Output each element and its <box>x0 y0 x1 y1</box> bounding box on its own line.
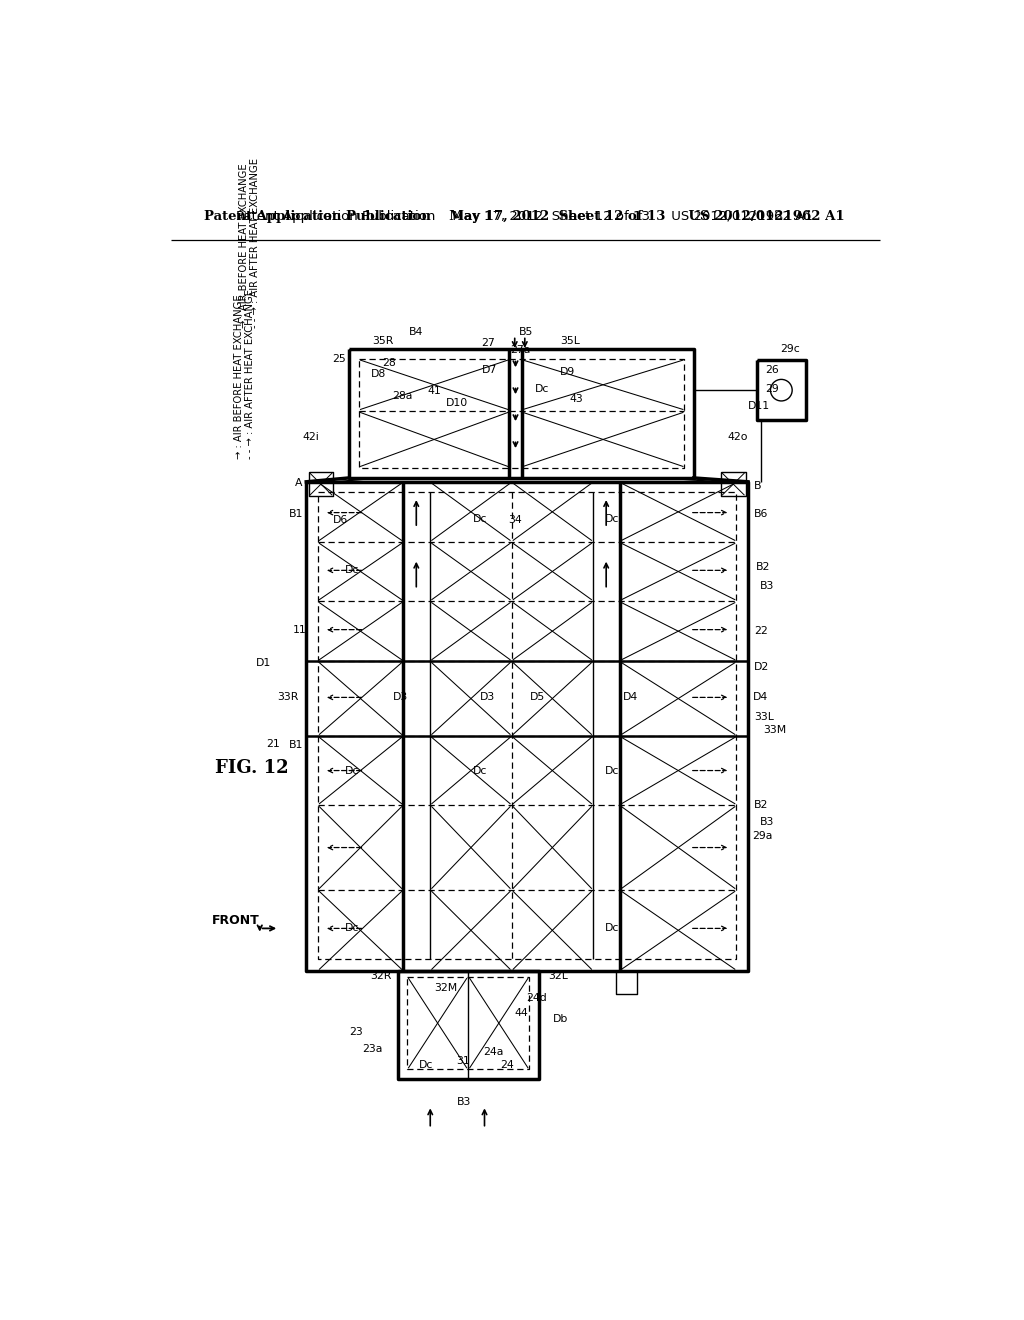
Text: 35R: 35R <box>372 335 393 346</box>
Text: D3: D3 <box>393 693 409 702</box>
Text: D4: D4 <box>623 693 638 702</box>
Text: D2: D2 <box>755 661 769 672</box>
Text: 29c: 29c <box>779 345 800 354</box>
Text: A: A <box>295 478 302 488</box>
Text: 28: 28 <box>382 358 396 368</box>
Text: D5: D5 <box>530 693 546 702</box>
Text: D4: D4 <box>753 693 768 702</box>
Text: Dc: Dc <box>535 384 549 395</box>
Text: 31: 31 <box>457 1056 470 1065</box>
Text: Dc: Dc <box>473 513 487 524</box>
Text: D6: D6 <box>334 515 348 525</box>
Text: 23: 23 <box>349 1027 362 1038</box>
Text: B1: B1 <box>289 741 303 750</box>
Text: D1: D1 <box>256 657 271 668</box>
Text: → : AIR BEFORE HEAT EXCHANGE: → : AIR BEFORE HEAT EXCHANGE <box>233 294 244 459</box>
Text: Dc: Dc <box>345 565 359 576</box>
Text: 24d: 24d <box>526 993 547 1003</box>
Text: D11: D11 <box>748 401 770 412</box>
Text: 32M: 32M <box>434 983 458 994</box>
Text: B6: B6 <box>755 510 769 519</box>
Text: - - → : AIR AFTER HEAT EXCHANGE: - - → : AIR AFTER HEAT EXCHANGE <box>250 158 260 327</box>
Text: B: B <box>755 480 762 491</box>
Text: B2: B2 <box>756 561 770 572</box>
Text: B3: B3 <box>760 817 774 828</box>
Text: D7: D7 <box>481 366 497 375</box>
Text: FIG. 12: FIG. 12 <box>215 759 289 777</box>
Text: 27a: 27a <box>510 345 530 355</box>
Text: 33M: 33M <box>764 725 786 735</box>
Text: D3: D3 <box>480 693 495 702</box>
Text: 34: 34 <box>508 515 521 525</box>
Text: Dc: Dc <box>604 924 618 933</box>
Text: → : AIR BEFORE HEAT EXCHANGE: → : AIR BEFORE HEAT EXCHANGE <box>240 164 249 327</box>
Text: Dc: Dc <box>345 924 359 933</box>
Text: D8: D8 <box>371 370 386 379</box>
Text: D10: D10 <box>445 399 468 408</box>
Text: 44: 44 <box>514 1008 527 1018</box>
Text: B5: B5 <box>519 326 534 337</box>
Text: 11: 11 <box>292 624 306 635</box>
Text: FRONT: FRONT <box>212 915 260 927</box>
Text: 41: 41 <box>427 385 441 396</box>
Text: Dc: Dc <box>419 1060 433 1071</box>
Text: Dc: Dc <box>604 766 618 776</box>
Text: 33R: 33R <box>276 693 298 702</box>
Text: 25: 25 <box>333 354 346 363</box>
Text: 22: 22 <box>755 626 768 636</box>
Text: B3: B3 <box>458 1097 472 1106</box>
Text: Patent Application Publication    May 17, 2012  Sheet 12 of 13     US 2012/01219: Patent Application Publication May 17, 2… <box>237 210 813 223</box>
Text: D9: D9 <box>560 367 574 378</box>
Text: 21: 21 <box>266 739 280 748</box>
Text: 23a: 23a <box>362 1044 382 1055</box>
Text: 29a: 29a <box>753 832 773 841</box>
Text: Patent Application Publication    May 17, 2012  Sheet 12 of 13     US 2012/01219: Patent Application Publication May 17, 2… <box>205 210 845 223</box>
Text: B2: B2 <box>755 800 769 810</box>
Text: B1: B1 <box>289 510 303 519</box>
Text: 24a: 24a <box>483 1047 504 1056</box>
Text: 43: 43 <box>569 393 583 404</box>
Text: 35L: 35L <box>560 335 581 346</box>
Text: 24: 24 <box>500 1060 514 1071</box>
Text: B4: B4 <box>409 326 423 337</box>
Text: Dc: Dc <box>604 513 618 524</box>
Text: 32R: 32R <box>370 972 391 981</box>
Text: 26: 26 <box>765 366 779 375</box>
Text: B3: B3 <box>760 581 774 591</box>
Text: 27: 27 <box>481 338 496 348</box>
Text: 33L: 33L <box>755 711 774 722</box>
Text: 29: 29 <box>765 384 779 395</box>
Text: Db: Db <box>553 1014 568 1024</box>
Text: 42i: 42i <box>302 432 319 442</box>
Text: Dc: Dc <box>345 766 359 776</box>
Text: 28a: 28a <box>392 391 413 400</box>
Text: 42o: 42o <box>727 432 748 442</box>
Text: - - → : AIR AFTER HEAT EXCHANGE: - - → : AIR AFTER HEAT EXCHANGE <box>246 289 255 459</box>
Text: 32L: 32L <box>548 972 568 981</box>
Text: Dc: Dc <box>473 766 487 776</box>
